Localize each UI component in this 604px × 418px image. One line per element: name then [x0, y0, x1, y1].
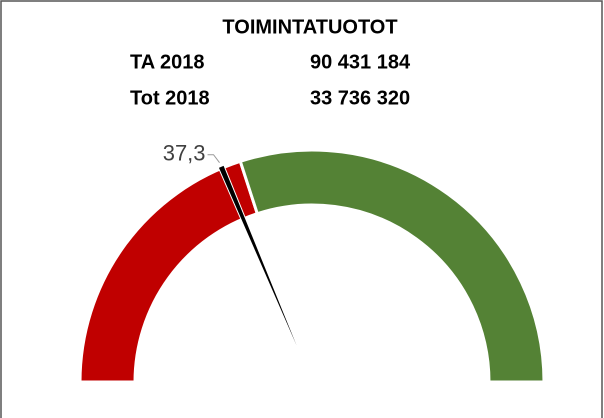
needle [217, 164, 313, 383]
gauge-band [238, 148, 546, 384]
leader-line [207, 154, 220, 163]
row-value: 33 736 320 [310, 87, 410, 109]
chart-title: TOIMINTATUOTOT [222, 16, 397, 38]
row-value: 90 431 184 [310, 51, 411, 73]
row-label: Tot 2018 [130, 87, 210, 109]
value-label: 37,3 [163, 141, 206, 166]
row-label: TA 2018 [130, 51, 204, 73]
